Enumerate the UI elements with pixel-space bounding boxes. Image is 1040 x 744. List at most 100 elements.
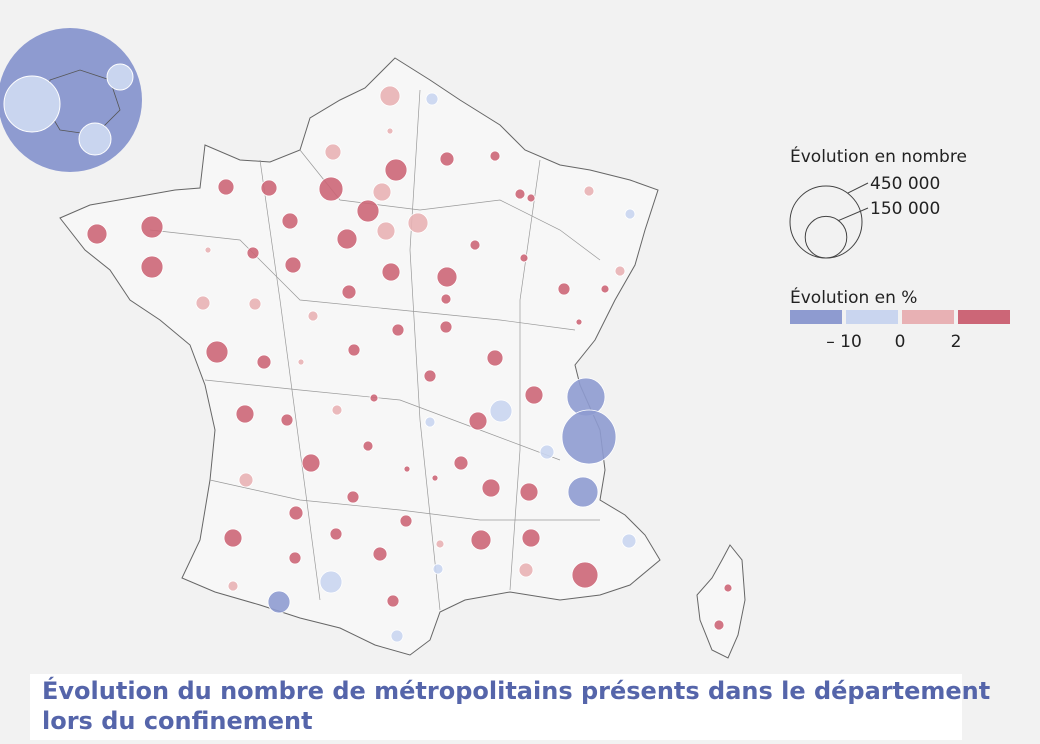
color-legend-swatch: [846, 310, 898, 324]
department-bubble: [518, 562, 534, 578]
department-borders: [149, 89, 601, 611]
department-bubble: [288, 551, 302, 565]
department-bubble: [288, 505, 304, 521]
department-bubble: [329, 527, 343, 541]
department-bubble: [723, 583, 733, 593]
department-bubble: [356, 199, 380, 223]
color-legend-label: 0: [895, 332, 906, 352]
department-bubble: [260, 179, 278, 197]
border: [149, 229, 576, 331]
department-bubble: [381, 262, 401, 282]
department-bubble: [235, 404, 255, 424]
department-bubble: [369, 393, 379, 403]
department-bubble: [284, 256, 302, 274]
department-bubble: [468, 411, 488, 431]
border: [204, 379, 561, 461]
department-bubble: [575, 318, 583, 326]
department-bubble: [399, 514, 413, 528]
inset: [0, 28, 142, 172]
department-bubble: [140, 215, 164, 239]
color-legend-swatch: [790, 310, 842, 324]
department-bubble: [223, 528, 243, 548]
size-legend-leader: [838, 207, 869, 222]
department-bubble: [379, 85, 401, 107]
department-bubble: [583, 185, 595, 197]
department-bubble: [238, 472, 254, 488]
size-legend-label: 150 000: [870, 199, 940, 219]
department-bubble: [140, 255, 164, 279]
department-bubble: [403, 465, 411, 473]
color-legend-title: Évolution en %: [790, 286, 917, 308]
department-bubble: [439, 151, 455, 167]
department-bubble: [331, 404, 343, 416]
department-bubble: [297, 358, 305, 366]
department-bubble: [489, 150, 501, 162]
department-bubble: [318, 176, 344, 202]
inset-bubble: [78, 122, 112, 156]
department-bubble: [539, 444, 555, 460]
border: [409, 89, 441, 611]
department-bubble: [600, 284, 610, 294]
size-legend-title: Évolution en nombre: [790, 145, 967, 167]
department-bubble: [621, 533, 637, 549]
department-bubble: [341, 284, 357, 300]
department-bubble: [390, 629, 404, 643]
department-bubble: [440, 293, 452, 305]
department-bubble: [246, 246, 260, 260]
department-bubble: [519, 253, 529, 263]
color-legend-swatch: [958, 310, 1010, 324]
size-legend-leader: [847, 182, 869, 194]
color-legend-swatch: [902, 310, 954, 324]
department-bubble: [571, 561, 599, 589]
department-bubble: [372, 182, 392, 202]
department-bubble: [436, 266, 458, 288]
department-bubble: [486, 349, 504, 367]
department-bubble: [205, 340, 229, 364]
department-bubble: [372, 546, 388, 562]
inset-bubble: [3, 75, 61, 133]
department-bubble: [519, 482, 539, 502]
border: [259, 159, 321, 601]
department-bubble: [453, 455, 469, 471]
department-bubble: [557, 282, 571, 296]
department-bubble: [713, 619, 725, 631]
department-bubble: [407, 212, 429, 234]
department-bubble: [470, 529, 492, 551]
department-bubble: [248, 297, 262, 311]
department-bubble: [481, 478, 501, 498]
department-bubble: [281, 212, 299, 230]
department-bubble: [386, 127, 394, 135]
department-bubble: [347, 343, 361, 357]
color-legend-label: – 10: [826, 332, 862, 352]
department-bubble: [561, 409, 617, 465]
department-bubble: [567, 476, 599, 508]
department-bubble: [267, 590, 291, 614]
department-bubble: [204, 246, 212, 254]
color-legend-label: 2: [951, 332, 962, 352]
department-bubble: [217, 178, 235, 196]
inset-bubble: [106, 63, 134, 91]
department-bubble: [423, 369, 437, 383]
size-legend-label: 450 000: [870, 174, 940, 194]
department-bubble: [319, 570, 343, 594]
department-bubble: [307, 310, 319, 322]
department-bubble: [386, 594, 400, 608]
title-box: [30, 674, 962, 740]
department-bubble: [227, 580, 239, 592]
department-bubble: [514, 188, 526, 200]
department-bubble: [624, 208, 636, 220]
department-bubble: [376, 221, 396, 241]
corsica-outline: [696, 544, 746, 659]
department-bubble: [280, 413, 294, 427]
department-bubble: [86, 223, 108, 245]
border: [209, 479, 600, 521]
size-legend-circle: [804, 215, 848, 259]
department-bubble: [425, 92, 439, 106]
department-bubble: [526, 193, 536, 203]
title-line: Évolution du nombre de métropolitains pr…: [42, 676, 990, 705]
department-bubble: [431, 474, 439, 482]
department-bubble: [391, 323, 405, 337]
department-bubble: [521, 528, 541, 548]
